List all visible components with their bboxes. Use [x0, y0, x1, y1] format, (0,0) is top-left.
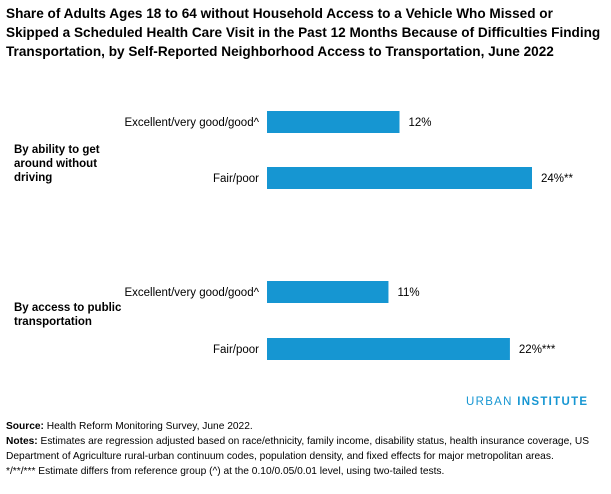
group-label-1: By ability to get around without driving — [14, 144, 100, 184]
bar — [267, 281, 389, 303]
category-label: Excellent/very good/good^ — [124, 117, 259, 129]
category-label: Excellent/very good/good^ — [124, 287, 259, 299]
urban-institute-logo: URBAN INSTITUTE — [466, 396, 588, 408]
bar — [267, 338, 510, 360]
bar — [267, 167, 532, 189]
value-label: 24%** — [541, 173, 573, 185]
value-label: 11% — [397, 287, 419, 299]
category-label: Fair/poor — [213, 173, 259, 185]
source-text: Health Reform Monitoring Survey, June 20… — [43, 421, 253, 432]
source-line: Source: Health Reform Monitoring Survey,… — [6, 419, 606, 434]
brand-part-2: INSTITUTE — [517, 396, 589, 408]
chart-title: Share of Adults Ages 18 to 64 without Ho… — [6, 6, 601, 59]
source-label: Source: — [6, 421, 44, 432]
notes-line: Notes: Estimates are regression adjusted… — [6, 434, 606, 464]
bar-chart: By ability to get around without driving Ex… — [14, 111, 573, 360]
value-label: 22%*** — [519, 344, 556, 356]
chart-footer: Source: Health Reform Monitoring Survey,… — [6, 419, 606, 479]
notes-label: Notes: — [6, 436, 38, 447]
category-label: Fair/poor — [213, 344, 259, 356]
notes-text: Estimates are regression adjusted based … — [6, 436, 590, 462]
group-label-2: By access to public transportation — [14, 302, 122, 328]
significance-note: */**/*** Estimate differs from reference… — [6, 466, 445, 477]
bar — [267, 111, 400, 133]
brand-part-1: URBAN — [466, 396, 513, 408]
value-label: 12% — [409, 117, 432, 129]
